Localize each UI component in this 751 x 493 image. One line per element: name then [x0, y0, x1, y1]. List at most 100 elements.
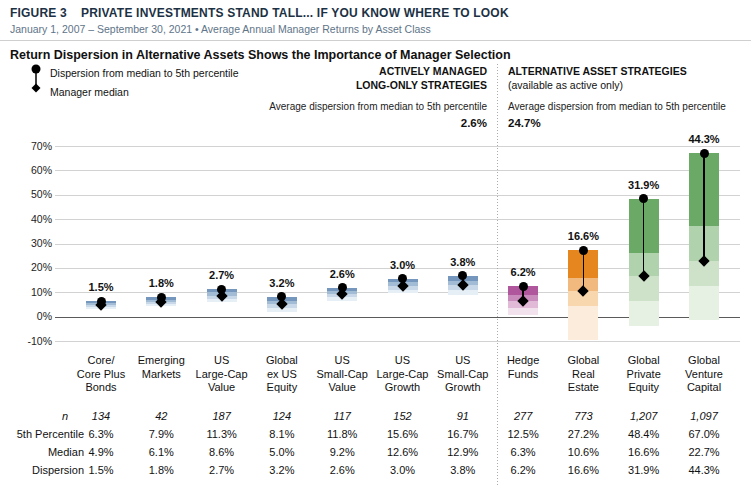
p5-marker: [579, 246, 588, 255]
table-cell-value: 2.7%: [190, 464, 254, 476]
table-cell-value: 67.0%: [672, 428, 736, 440]
section-alternative-title-line: ALTERNATIVE ASSET STRATEGIES: [508, 64, 687, 78]
category-label-line: Core Plus: [67, 368, 135, 382]
category-label-line: Value: [308, 381, 376, 395]
table-cell-value: 48.4%: [612, 428, 676, 440]
category-label-line: Bonds: [67, 381, 135, 395]
n-value: 134: [69, 410, 133, 422]
category-label-line: Real: [549, 368, 617, 382]
category-label: USSmall-CapGrowth: [429, 354, 497, 395]
y-axis-tick-label: 0%: [0, 310, 52, 322]
dispersion-value-label: 3.2%: [250, 277, 314, 289]
category-label-line: Capital: [670, 381, 738, 395]
category-label-line: US: [429, 354, 497, 368]
dispersion-value-label: 2.6%: [310, 268, 374, 280]
n-value: 1,207: [612, 410, 676, 422]
section-alternative-avg-value: 24.7%: [508, 117, 541, 129]
y-axis-tick-label: 70%: [0, 140, 52, 152]
section-long-only-avg-value: 2.6%: [461, 117, 487, 129]
table-cell-value: 3.2%: [250, 464, 314, 476]
dispersion-whisker: [703, 153, 705, 261]
figure-panel: FIGURE 3 PRIVATE INVESTMENTS STAND TALL..…: [0, 0, 751, 493]
category-label-line: Core/: [67, 354, 135, 368]
table-cell-value: 12.5%: [491, 428, 555, 440]
table-cell-value: 3.8%: [431, 464, 495, 476]
n-value: 773: [551, 410, 615, 422]
gridline: [55, 195, 740, 196]
n-value: 277: [491, 410, 555, 422]
dispersion-value-label: 2.7%: [190, 269, 254, 281]
category-label-line: Global: [549, 354, 617, 368]
category-label-line: Hedge: [489, 354, 557, 368]
table-cell-value: 6.1%: [129, 446, 193, 458]
table-cell-value: 12.9%: [431, 446, 495, 458]
category-label-line: Large-Cap: [369, 368, 437, 382]
table-cell-value: 11.3%: [190, 428, 254, 440]
n-value: 1,097: [672, 410, 736, 422]
category-label: Core/Core PlusBonds: [67, 354, 135, 395]
p5-marker: [519, 282, 528, 291]
category-label-line: Global: [610, 354, 678, 368]
category-label-line: Value: [188, 381, 256, 395]
category-label-line: Equity: [248, 381, 316, 395]
category-label: USSmall-CapValue: [308, 354, 376, 395]
category-label: GlobalPrivateEquity: [610, 354, 678, 395]
table-cell-value: 16.6%: [612, 446, 676, 458]
bar-segment: [629, 301, 659, 327]
category-label-line: Small-Cap: [429, 368, 497, 382]
category-label: USLarge-CapValue: [188, 354, 256, 395]
category-label-line: Global: [670, 354, 738, 368]
category-label-line: Growth: [369, 381, 437, 395]
category-label-line: Emerging: [127, 354, 195, 368]
section-long-only-avg-label: Average dispersion from median to 5th pe…: [269, 101, 487, 112]
category-label-line: Large-Cap: [188, 368, 256, 382]
table-cell-value: 44.3%: [672, 464, 736, 476]
y-axis-tick-label: 50%: [0, 188, 52, 200]
category-label-line: Small-Cap: [308, 368, 376, 382]
gridline: [55, 341, 740, 342]
table-cell-value: 7.9%: [129, 428, 193, 440]
section-alternative-title: ALTERNATIVE ASSET STRATEGIES (available …: [508, 64, 687, 92]
table-cell-value: 27.2%: [551, 428, 615, 440]
category-label-line: Venture: [670, 368, 738, 382]
chart-legend: Dispersion from median to 5th percentile…: [30, 64, 239, 102]
table-cell-value: 4.9%: [69, 446, 133, 458]
category-label-line: Growth: [429, 381, 497, 395]
table-cell-value: 2.6%: [310, 464, 374, 476]
table-cell-value: 3.0%: [371, 464, 435, 476]
bar-segment: [689, 286, 719, 320]
section-long-only-title-line1: ACTIVELY MANAGED: [356, 64, 487, 78]
category-label-line: US: [369, 354, 437, 368]
dispersion-value-label: 3.8%: [431, 256, 495, 268]
section-separator: [497, 64, 498, 486]
p5-marker: [700, 149, 709, 158]
dispersion-value-label: 16.6%: [551, 230, 615, 242]
category-label-line: Equity: [610, 381, 678, 395]
dispersion-value-label: 31.9%: [612, 179, 676, 191]
table-cell-value: 22.7%: [672, 446, 736, 458]
gridline: [55, 170, 740, 171]
figure-label: FIGURE 3: [10, 6, 67, 20]
table-cell-value: 6.2%: [491, 464, 555, 476]
table-cell-value: 5.0%: [250, 446, 314, 458]
table-cell-value: 8.6%: [190, 446, 254, 458]
dispersion-whisker: [643, 199, 645, 277]
figure-title: PRIVATE INVESTMENTS STAND TALL... IF YOU…: [81, 6, 509, 20]
category-label: USLarge-CapGrowth: [369, 354, 437, 395]
table-cell-value: 16.7%: [431, 428, 495, 440]
dispersion-value-label: 44.3%: [672, 133, 736, 145]
n-row-label: n: [0, 410, 68, 422]
y-axis-tick-label: 10%: [0, 286, 52, 298]
n-value: 42: [129, 410, 193, 422]
category-label: HedgeFunds: [489, 354, 557, 381]
gridline: [55, 146, 740, 147]
category-axis: Core/Core PlusBondsEmergingMarketsUSLarg…: [0, 354, 751, 398]
category-label-line: Estate: [549, 381, 617, 395]
table-cell-value: 31.9%: [612, 464, 676, 476]
dispersion-value-label: 3.0%: [371, 259, 435, 271]
table-cell-value: 9.2%: [310, 446, 374, 458]
n-value: 124: [250, 410, 314, 422]
table-cell-value: 8.1%: [250, 428, 314, 440]
category-label-line: Global: [248, 354, 316, 368]
figure-subtitle: January 1, 2007 – September 30, 2021 • A…: [10, 23, 431, 35]
